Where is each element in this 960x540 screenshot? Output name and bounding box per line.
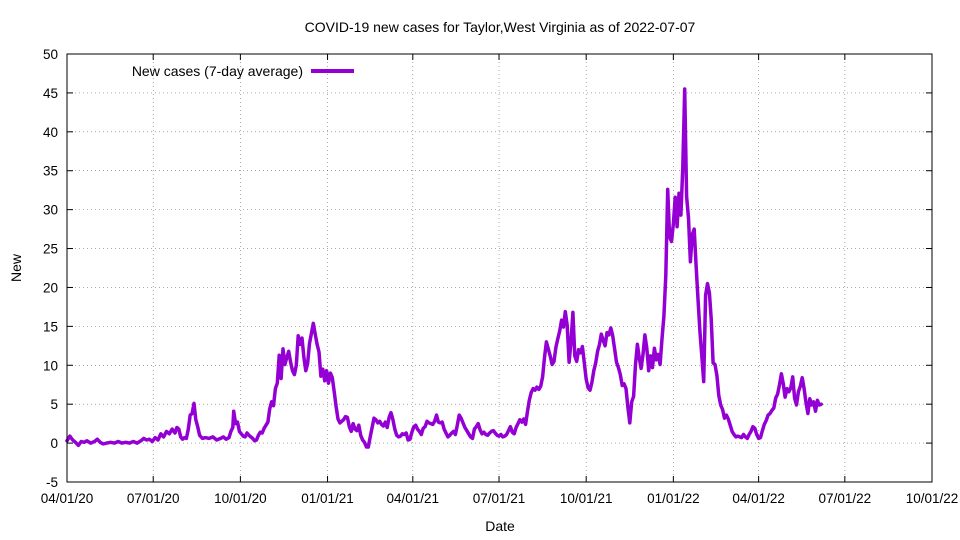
- x-axis-label: Date: [485, 518, 515, 534]
- y-tick-label: 30: [43, 203, 58, 218]
- y-tick-label: 45: [43, 86, 58, 101]
- x-tick-label: 01/01/22: [647, 491, 700, 506]
- y-axis-label: New: [8, 253, 24, 282]
- series-line-new-cases: [65, 87, 823, 449]
- chart-title: COVID-19 new cases for Taylor,West Virgi…: [305, 19, 696, 35]
- x-tick-label: 04/01/22: [732, 491, 785, 506]
- x-tick-label: 10/01/20: [214, 491, 267, 506]
- legend: New cases (7-day average): [132, 63, 354, 79]
- y-tick-label: 5: [50, 397, 58, 412]
- y-tick-label: 0: [50, 436, 58, 451]
- legend-label: New cases (7-day average): [132, 63, 303, 79]
- series-layer: [65, 87, 823, 449]
- x-tick-label: 07/01/20: [127, 491, 180, 506]
- x-tick-label: 10/01/21: [560, 491, 613, 506]
- x-tick-label: 04/01/21: [387, 491, 440, 506]
- y-tick-label: 50: [43, 47, 58, 62]
- x-tick-label: 07/01/21: [473, 491, 526, 506]
- x-tick-label: 04/01/20: [41, 491, 94, 506]
- x-tick-label: 10/01/22: [906, 491, 959, 506]
- y-tick-label: 15: [43, 319, 58, 334]
- y-tick-label: 35: [43, 164, 58, 179]
- y-tick-label: 40: [43, 125, 58, 140]
- y-tick-label: 20: [43, 280, 58, 295]
- plot-frame: [66, 53, 933, 483]
- gridlines: [67, 54, 932, 482]
- y-tick-label: 10: [43, 358, 58, 373]
- y-tick-label: 25: [43, 242, 58, 257]
- y-tick-label: -5: [46, 475, 58, 490]
- x-tick-label: 07/01/22: [819, 491, 872, 506]
- tick-labels: -5 0 5 10 15 20 25 30 35 40 45 50 04/01/20 07/01/20 10…: [41, 47, 959, 506]
- x-tick-label: 01/01/21: [301, 491, 354, 506]
